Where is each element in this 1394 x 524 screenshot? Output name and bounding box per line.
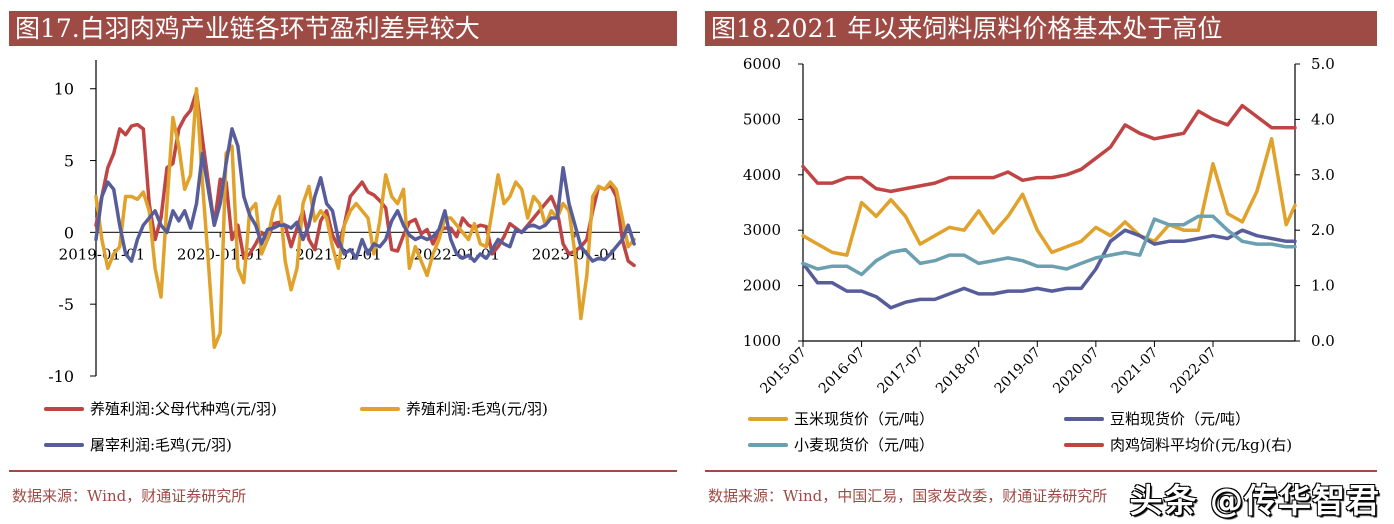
legend-label: 屠宰利润:毛鸡(元/羽) <box>90 436 232 454</box>
left-y-tick-label: 2000 <box>743 277 781 295</box>
legend-label: 肉鸡饲料平均价(元/kg)(右) <box>1110 436 1293 454</box>
legend-item-broiler-farming: 养殖利润:毛鸡(元/羽) <box>360 398 548 419</box>
y-tick-label: 10 <box>54 80 74 99</box>
legend-item-soymeal: 豆粕现货价（元/吨） <box>1064 408 1250 429</box>
legend-swatch-red <box>44 406 84 411</box>
feed-price-line-chart: 6000 5000 4000 3000 2000 1000 5.0 4.0 3.0 2.0 1.0 0… <box>743 55 1335 397</box>
series-line-corn-price <box>801 137 1297 257</box>
legend-swatch-navy <box>1064 416 1104 421</box>
legend-item-wheat: 小麦现货价（元/吨） <box>748 434 934 455</box>
right-y-tick-label: 1.0 <box>1311 277 1335 295</box>
left-y-tick-label: 1000 <box>743 332 781 350</box>
left-y-tick-label: 6000 <box>743 55 781 73</box>
x-tick-label: 2017-07 <box>875 345 927 397</box>
legend-item-corn: 玉米现货价（元/吨） <box>748 408 934 429</box>
legend-swatch-red <box>1064 442 1104 447</box>
right-y-tick-label: 4.0 <box>1311 110 1335 128</box>
chart-title: 图18.2021 年以来饲料原料价格基本处于高位 <box>705 11 1377 46</box>
x-tick-label: 2019-07 <box>992 345 1044 397</box>
left-y-tick-label: 3000 <box>743 221 781 239</box>
y-tick-label: 5 <box>64 152 74 171</box>
legend-swatch-gold <box>748 416 788 421</box>
legend-item-parent-breeder: 养殖利润:父母代种鸡(元/羽) <box>44 398 277 419</box>
right-y-tick-label: 5.0 <box>1311 55 1335 73</box>
legend-label: 养殖利润:父母代种鸡(元/羽) <box>90 400 277 418</box>
x-tick-label: 2016-07 <box>816 345 868 397</box>
legend-swatch-teal <box>748 442 788 447</box>
series-line-parent-breeder-profit <box>94 89 636 268</box>
legend-swatch-navy <box>44 442 84 447</box>
watermark: 头条 @传华智君 <box>1129 481 1380 520</box>
x-tick-label: 2018-07 <box>933 345 985 397</box>
legend-item-slaughter: 屠宰利润:毛鸡(元/羽) <box>44 434 232 455</box>
left-chart-panel: 图17.白羽肉鸡产业链各环节盈利差异较大 10 5 0 -5 -10 2019-01-01… <box>0 0 690 524</box>
series-line-broiler-farming-profit <box>94 86 636 350</box>
legend-label: 养殖利润:毛鸡(元/羽) <box>406 400 548 418</box>
right-y-tick-label: 0.0 <box>1311 332 1335 350</box>
left-y-tick-label: 5000 <box>743 110 781 128</box>
y-tick-label: 0 <box>64 223 74 242</box>
source-divider <box>9 470 677 472</box>
x-tick-label: 2020-07 <box>1050 345 1102 397</box>
series-line-slaughter-profit <box>94 127 636 263</box>
legend-label: 玉米现货价（元/吨） <box>794 410 935 428</box>
legend-swatch-gold <box>360 406 400 411</box>
legend-label: 豆粕现货价（元/吨） <box>1110 410 1251 428</box>
x-tick-label: 2015-07 <box>757 345 809 397</box>
x-tick-label: 2022-07 <box>1167 345 1219 397</box>
chart-title: 图17.白羽肉鸡产业链各环节盈利差异较大 <box>9 11 677 46</box>
left-y-tick-label: 4000 <box>743 166 781 184</box>
x-tick-label: 2021-07 <box>1109 345 1161 397</box>
right-chart-panel: 图18.2021 年以来饲料原料价格基本处于高位 6000 5000 4000 300… <box>700 0 1394 524</box>
series-line-wheat-price <box>801 214 1297 277</box>
legend-item-broiler-feed: 肉鸡饲料平均价(元/kg)(右) <box>1064 434 1292 455</box>
source-note: 数据来源：Wind，中国汇易，国家发改委，财通证券研究所 <box>708 487 1108 505</box>
source-divider <box>705 470 1377 472</box>
y-tick-label: -10 <box>48 367 74 386</box>
y-tick-label: -5 <box>58 295 74 314</box>
series-line-broiler-feed-price <box>801 103 1297 194</box>
legend-label: 小麦现货价（元/吨） <box>794 436 935 454</box>
right-y-tick-label: 2.0 <box>1311 221 1335 239</box>
series-line-soymeal-price <box>801 228 1297 310</box>
right-y-tick-label: 3.0 <box>1311 166 1335 184</box>
source-note: 数据来源：Wind，财通证券研究所 <box>12 487 247 505</box>
